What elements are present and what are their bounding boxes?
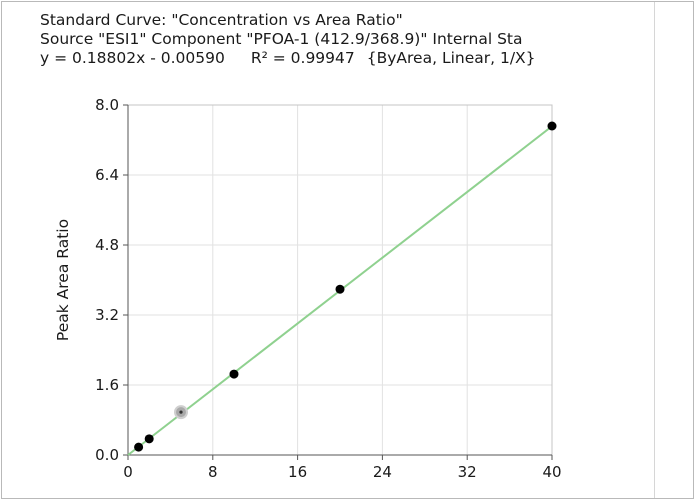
x-tick-labels: 0 8 16 24 32 40 <box>123 463 561 481</box>
chart-title: Standard Curve: "Concentration vs Area R… <box>40 11 403 29</box>
fit-options: {ByArea, Linear, 1/X} <box>366 49 536 67</box>
x-tick-label: 32 <box>458 463 477 481</box>
y-tick-label: 0.0 <box>95 446 119 464</box>
x-tick-label: 8 <box>208 463 218 481</box>
y-tick-labels: 0.0 1.6 3.2 4.8 6.4 8.0 <box>95 96 119 464</box>
y-tick-label: 3.2 <box>95 306 119 324</box>
x-tick-label: 40 <box>542 463 561 481</box>
panel-divider <box>654 2 655 498</box>
data-point <box>547 121 557 131</box>
y-tick-label: 6.4 <box>95 166 119 184</box>
regression-equation: y = 0.18802x - 0.00590 <box>40 49 225 67</box>
x-tick-label: 0 <box>123 463 133 481</box>
excluded-point-center <box>179 410 183 414</box>
y-tick-label: 1.6 <box>95 376 119 394</box>
y-tick-label: 4.8 <box>95 236 119 254</box>
equation-line: y = 0.18802x - 0.00590 R² = 0.99947 {ByAre… <box>40 48 536 68</box>
x-tick-label: 16 <box>288 463 307 481</box>
y-axis-label: Peak Area Ratio <box>54 219 72 341</box>
source-line: Source "ESI1" Component "PFOA-1 (412.9/3… <box>40 30 523 48</box>
data-point <box>229 369 239 379</box>
plot-area <box>127 104 553 456</box>
axes <box>123 104 553 460</box>
data-point <box>134 442 144 452</box>
grid-lines <box>127 104 553 456</box>
y-tick-label: 8.0 <box>95 96 119 114</box>
data-point <box>144 434 154 444</box>
data-points <box>134 121 557 452</box>
x-tick-label: 24 <box>373 463 392 481</box>
data-point <box>335 284 345 294</box>
r-squared: R² = 0.99947 <box>250 49 355 67</box>
